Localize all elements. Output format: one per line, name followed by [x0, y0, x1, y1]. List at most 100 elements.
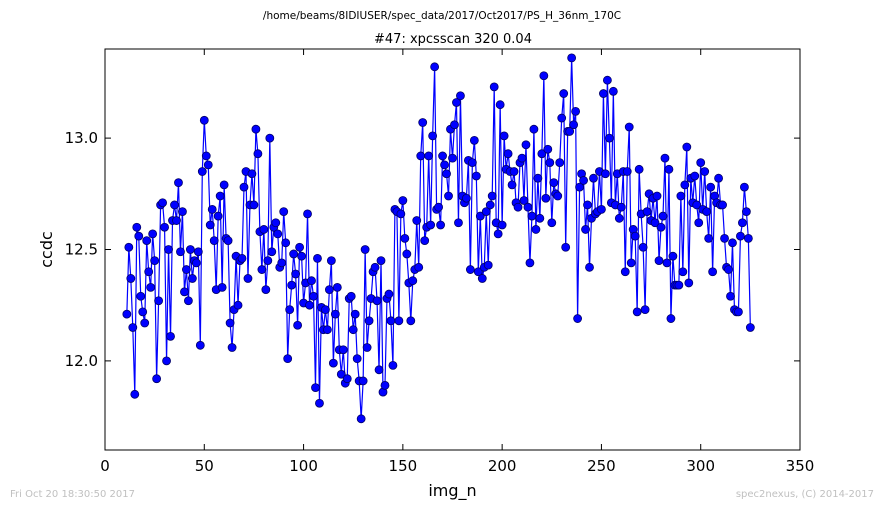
data-point — [209, 236, 219, 245]
data-point — [291, 269, 301, 279]
data-point — [549, 178, 559, 188]
data-point — [700, 167, 710, 176]
data-point — [497, 220, 507, 230]
data-point — [213, 211, 223, 221]
data-point — [452, 98, 461, 107]
data-point — [386, 316, 396, 326]
data-point — [658, 211, 668, 221]
data-point — [360, 245, 370, 254]
x-tick-label: 100 — [289, 457, 318, 475]
data-point — [170, 200, 179, 210]
data-point — [313, 254, 322, 263]
data-point — [372, 296, 382, 306]
data-point — [436, 220, 445, 230]
x-tick-label: 300 — [686, 457, 715, 475]
data-point — [440, 160, 449, 170]
data-point — [134, 231, 144, 241]
data-point — [589, 173, 598, 183]
data-point — [370, 262, 380, 272]
data-point — [745, 323, 755, 332]
data-point — [398, 196, 408, 205]
data-point — [469, 135, 479, 145]
data-point — [136, 291, 146, 301]
data-point — [430, 62, 440, 72]
data-point — [467, 158, 477, 168]
y-axis-label: ccdc — [37, 231, 56, 268]
x-tick-label: 0 — [100, 457, 110, 475]
data-point — [338, 345, 348, 355]
data-point — [555, 158, 565, 168]
data-point — [638, 242, 648, 252]
data-point — [376, 256, 386, 266]
data-point — [477, 274, 487, 283]
data-point — [728, 238, 737, 248]
data-point — [585, 262, 594, 272]
data-point — [545, 158, 555, 168]
data-point — [251, 124, 261, 134]
data-point — [704, 233, 714, 243]
data-point — [400, 233, 410, 243]
data-point — [509, 167, 519, 176]
data-point — [569, 120, 579, 130]
data-point — [561, 242, 571, 252]
data-point — [277, 258, 287, 268]
data-point — [541, 193, 551, 203]
data-point — [346, 291, 356, 301]
data-point — [180, 287, 189, 297]
data-point — [450, 120, 459, 130]
data-point — [662, 258, 672, 268]
data-point — [428, 131, 438, 141]
data-point — [418, 118, 428, 127]
data-point — [249, 200, 259, 210]
data-point — [682, 142, 692, 152]
data-point — [271, 218, 281, 228]
data-point — [523, 202, 533, 212]
x-tick-label: 350 — [786, 457, 815, 475]
data-point — [315, 398, 324, 408]
data-point — [557, 113, 567, 123]
data-point — [259, 225, 269, 234]
data-point — [656, 222, 666, 232]
data-point — [499, 131, 509, 141]
footer-timestamp: Fri Oct 20 18:30:50 2017 — [10, 489, 136, 500]
x-axis: 0 50 100 150 200 250 300 350 — [100, 49, 814, 475]
data-point — [191, 258, 201, 268]
data-point — [332, 282, 342, 292]
data-point — [154, 296, 164, 306]
data-point — [599, 89, 608, 98]
x-axis-label: img_n — [428, 481, 476, 501]
data-point — [237, 254, 247, 263]
data-point — [513, 202, 523, 212]
data-point — [263, 256, 273, 266]
data-point — [702, 207, 712, 217]
data-point — [223, 236, 233, 245]
data-point — [424, 151, 434, 161]
data-point — [624, 122, 634, 132]
data-point — [668, 251, 678, 261]
data-point — [533, 173, 543, 183]
data-point — [336, 369, 346, 379]
data-point — [726, 291, 735, 301]
data-point — [195, 340, 205, 350]
data-point — [128, 323, 138, 332]
data-point — [465, 265, 475, 274]
data-point — [608, 86, 618, 96]
data-point — [406, 316, 416, 326]
data-point — [309, 291, 318, 301]
data-point — [358, 376, 368, 386]
data-point — [529, 124, 539, 134]
data-point — [601, 169, 610, 179]
data-point — [706, 182, 716, 192]
data-point — [714, 173, 723, 183]
data-point — [148, 229, 158, 239]
data-point — [632, 307, 642, 317]
data-point — [626, 258, 636, 268]
data-point — [122, 309, 132, 319]
data-point — [654, 256, 664, 266]
data-point — [267, 247, 277, 257]
data-point — [330, 309, 340, 319]
data-point — [503, 149, 513, 159]
data-point — [426, 220, 436, 230]
data-point — [581, 225, 590, 234]
data-point — [247, 169, 257, 179]
